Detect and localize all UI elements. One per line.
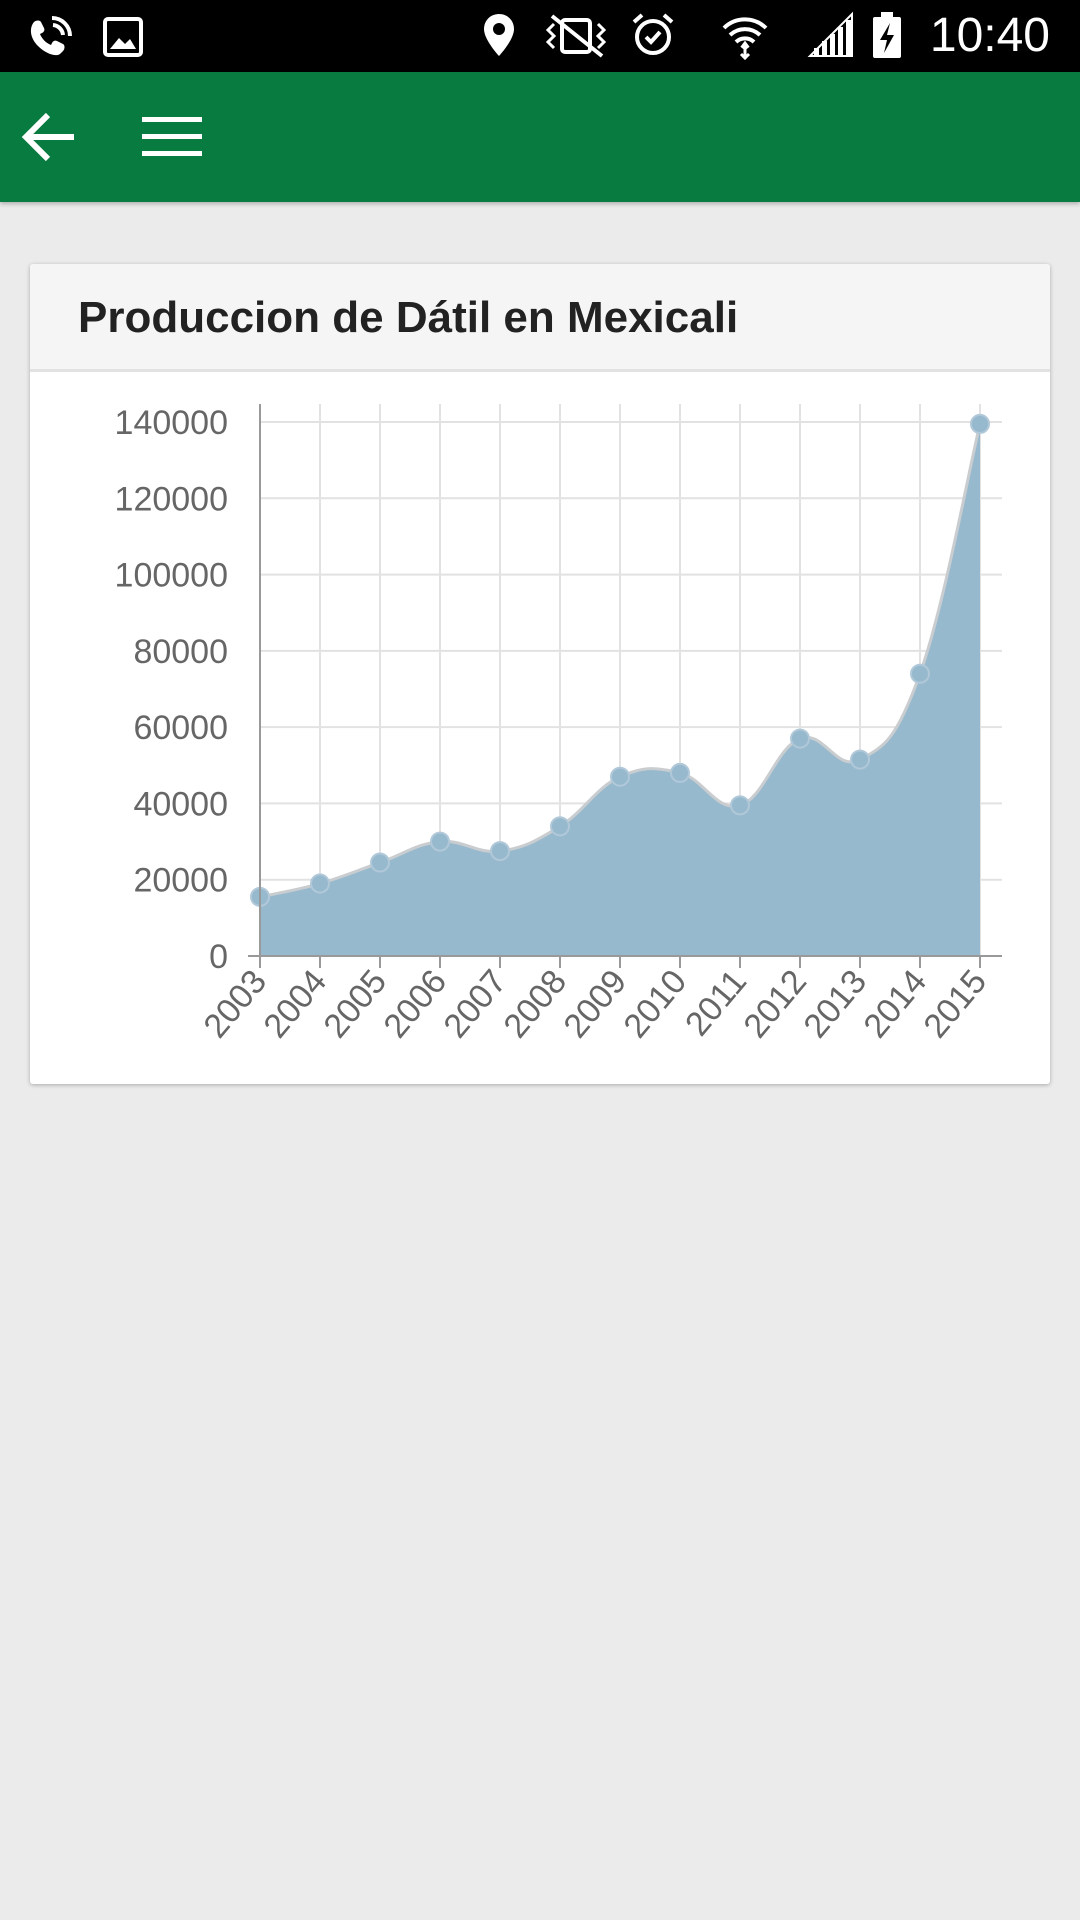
data-point: [370, 852, 390, 873]
x-tick-label: 2006: [376, 963, 454, 1045]
y-tick-label: 100000: [115, 557, 228, 595]
data-point: [730, 795, 750, 816]
signal-icon: [807, 11, 853, 57]
y-tick-label: 140000: [115, 404, 228, 442]
battery-charging-icon: [873, 12, 901, 58]
y-tick-label: 0: [209, 938, 228, 976]
chart-axes: [248, 404, 1002, 968]
chart-series: [250, 413, 990, 957]
status-bar: 10:40: [0, 0, 1080, 72]
x-tick-label: 2012: [736, 963, 814, 1045]
y-tick-label: 120000: [115, 480, 228, 518]
card-title: Produccion de Dátil en Mexicali: [78, 293, 739, 342]
x-tick-label: 2013: [796, 963, 874, 1045]
data-point: [490, 841, 510, 862]
status-time: 10:40: [929, 9, 1050, 62]
series-line: [259, 423, 982, 899]
image-icon: [103, 17, 143, 57]
x-tick-label: 2014: [856, 963, 934, 1045]
x-tick-label: 2004: [256, 963, 334, 1045]
x-tick-label: 2009: [556, 963, 634, 1045]
data-point: [970, 413, 990, 434]
arrow-left-icon[interactable]: [18, 105, 82, 169]
data-point: [670, 762, 690, 783]
area-fill: [260, 423, 980, 957]
wifi-calling-icon: [30, 16, 72, 56]
y-tick-label: 40000: [133, 785, 228, 823]
area-chart: 0 20000 40000 60000 80000 100000 120000 140000 2…: [115, 404, 1002, 1045]
vibrate-icon: [545, 14, 607, 58]
x-tick-label: 2005: [316, 963, 394, 1045]
chart-grid: [259, 404, 1002, 957]
card-header: Produccion de Dátil en Mexicali: [30, 264, 1050, 372]
location-icon: [484, 14, 514, 56]
alarm-icon: [632, 13, 674, 55]
wifi-icon: [722, 17, 768, 60]
x-tick-label: 2010: [616, 963, 694, 1045]
data-point: [430, 831, 450, 852]
y-tick-label: 80000: [133, 633, 228, 671]
data-point: [850, 749, 870, 770]
x-tick-label: 2008: [496, 963, 574, 1045]
chart-card: Produccion de Dátil en Mexicali 0 20000 40…: [30, 264, 1050, 1084]
app-bar: [0, 72, 1080, 202]
y-tick-label: 20000: [133, 862, 228, 900]
data-point: [310, 873, 330, 894]
chart: 0 20000 40000 60000 80000 100000 120000 140000 2…: [30, 372, 1050, 1084]
x-tick-label: 2015: [916, 963, 994, 1045]
data-point: [910, 663, 930, 684]
hamburger-menu-icon[interactable]: [138, 105, 206, 169]
data-point: [610, 766, 630, 787]
y-tick-label: 60000: [133, 709, 228, 747]
data-point: [550, 816, 570, 837]
x-tick-label: 2003: [196, 963, 274, 1045]
x-tick-label: 2007: [436, 963, 514, 1045]
x-tick-label: 2011: [678, 963, 754, 1043]
data-point: [790, 728, 810, 749]
